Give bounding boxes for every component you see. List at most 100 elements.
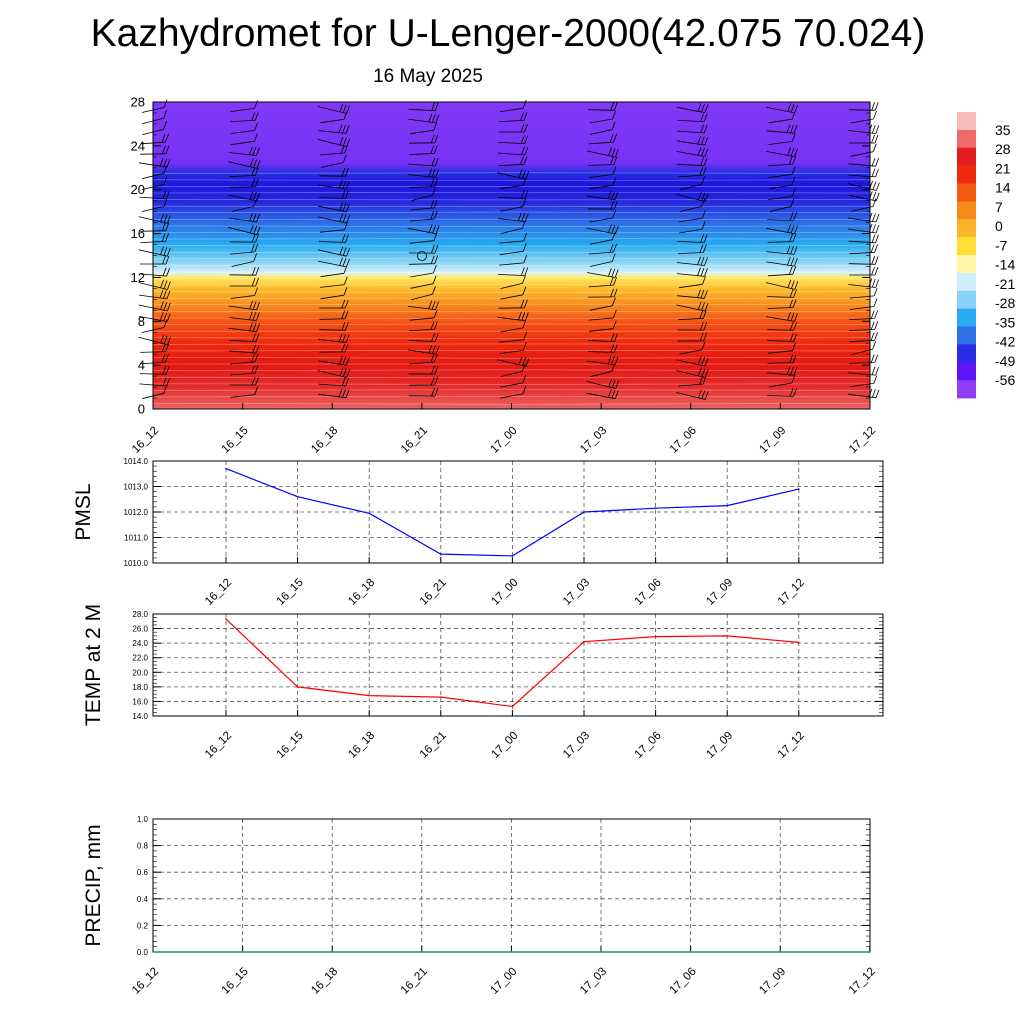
heatmap-contour-line — [152, 357, 871, 359]
y-tick-label: 16.0 — [132, 697, 148, 706]
colorbar-swatch — [957, 129, 976, 149]
colorbar-label: -14 — [995, 257, 1015, 273]
wind-barb — [767, 155, 797, 167]
wind-barb — [678, 375, 707, 387]
y-tick-label: 26.0 — [132, 625, 148, 634]
wind-barb — [318, 377, 350, 387]
y-tick-label: 0.4 — [137, 895, 149, 904]
wind-barb — [676, 389, 709, 400]
heatmap-contour-line — [152, 211, 871, 213]
wind-barb — [676, 256, 708, 266]
wind-barb — [497, 311, 529, 322]
wind-barb — [847, 212, 880, 223]
wind-barb — [500, 374, 527, 388]
colorbar-swatch — [957, 201, 976, 220]
x-tick-label: 17_00 — [489, 577, 520, 608]
wind-barb — [231, 253, 257, 267]
wind-barb — [230, 133, 258, 146]
wind-barb — [590, 121, 616, 135]
heatmap-contour-line — [152, 271, 871, 273]
x-tick-label: 17_06 — [633, 577, 664, 608]
wind-barb — [768, 166, 796, 178]
wind-barb — [408, 102, 439, 112]
wind-barb — [228, 311, 260, 321]
wind-barb — [587, 344, 618, 353]
wind-barb — [767, 299, 797, 309]
wind-barb — [497, 212, 529, 222]
wind-barb — [768, 374, 796, 388]
wind-barb — [499, 342, 527, 354]
wind-barb — [229, 344, 260, 354]
wind-barb — [409, 353, 438, 365]
heatmap-y-tick-label: 20 — [131, 182, 145, 197]
wind-barb — [766, 366, 798, 376]
wind-barb — [408, 134, 439, 144]
wind-barb — [590, 363, 616, 378]
wind-barb — [230, 243, 259, 255]
wind-barb — [849, 266, 879, 276]
wind-barb — [587, 190, 619, 201]
wind-barb — [679, 209, 706, 223]
colorbar-label: 28 — [995, 141, 1011, 157]
wind-barb — [588, 288, 618, 298]
wind-barb — [848, 278, 880, 288]
wind-barb — [678, 166, 707, 178]
wind-barb — [500, 198, 527, 212]
wind-barb — [411, 286, 436, 301]
colorbar-label: -42 — [995, 334, 1015, 350]
wind-barb — [767, 388, 797, 397]
series-point — [654, 507, 657, 510]
wind-barb — [319, 343, 349, 353]
series-point — [798, 641, 800, 644]
wind-barb — [319, 144, 348, 156]
wind-barb — [499, 232, 528, 244]
y-tick-label: 1011.0 — [124, 534, 148, 543]
wind-barb — [586, 224, 619, 235]
wind-barb — [588, 276, 617, 288]
wind-barb — [766, 103, 798, 114]
colorbar-swatch — [957, 219, 976, 238]
x-tick-label: 16_15 — [275, 577, 306, 608]
wind-barb — [587, 355, 619, 366]
heatmap-contour-line — [152, 369, 871, 371]
wind-barb — [409, 199, 438, 211]
wind-barb — [498, 156, 528, 167]
x-tick-label: 16_21 — [418, 577, 449, 608]
heatmap-x-tick-label: 17_12 — [847, 425, 878, 456]
series-point — [583, 511, 585, 513]
wind-barb — [588, 243, 617, 255]
colorbar-label: -7 — [995, 237, 1008, 253]
wind-barb — [766, 147, 798, 157]
x-tick-label: 16_15 — [275, 730, 306, 761]
chart-pmsl: 1010.0 1011.0 1012.0 1013.0 1014.0 16_12 16_15… — [72, 457, 884, 608]
wind-barb — [230, 122, 258, 134]
wind-barb — [848, 157, 879, 167]
wind-barb — [408, 300, 439, 310]
colorbar-swatch — [957, 255, 976, 274]
wind-barb — [679, 198, 706, 212]
heatmap-contour-line — [152, 225, 871, 227]
wind-barb — [587, 200, 618, 210]
wind-barb — [500, 220, 526, 234]
chart-temp2m: 14.0 16.0 18.0 20.0 22.0 24.0 26.0 28.0 16_12 16_… — [82, 604, 884, 761]
colorbar-swatch — [957, 112, 976, 131]
wind-barb — [589, 110, 616, 124]
wind-barb — [409, 321, 438, 331]
chart-title: Kazhydromet for U-Lenger-2000(42.075 70.… — [90, 12, 926, 55]
wind-barb — [677, 332, 708, 342]
y-tick-label: 1010.0 — [124, 559, 149, 568]
wind-barb — [497, 169, 530, 180]
series-point — [225, 467, 227, 470]
series-point — [511, 555, 514, 557]
wind-barb — [319, 322, 349, 331]
wind-barb — [586, 268, 619, 278]
wind-barb — [321, 154, 347, 168]
wind-barb — [229, 267, 260, 276]
wind-barb — [768, 188, 796, 200]
wind-barb — [229, 112, 259, 122]
heatmap-x-tick-label: 16_12 — [130, 425, 161, 456]
y-axis-title: PRECIP, mm — [82, 824, 105, 946]
wind-barb — [768, 111, 796, 124]
wind-barb — [317, 202, 350, 213]
